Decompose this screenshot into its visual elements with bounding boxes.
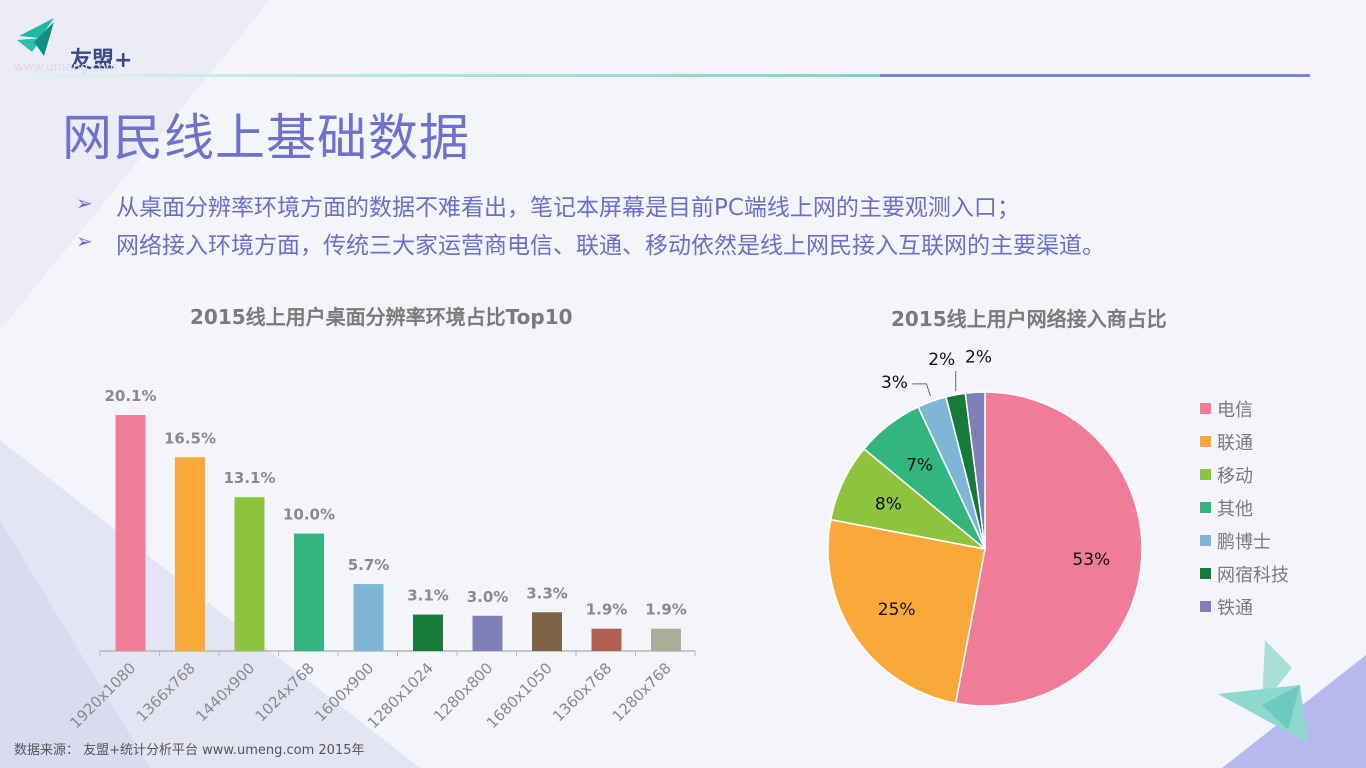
logo-bird-icon — [17, 18, 54, 56]
data-source-note: 数据来源： 友盟+统计分析平台 www.umeng.com 2015年 — [14, 743, 365, 758]
legend-swatch — [1200, 469, 1211, 480]
header-rule-purple — [880, 74, 1310, 77]
arrow-bullet-icon: ➢ — [76, 191, 93, 215]
legend-label: 铁通 — [1217, 598, 1253, 619]
legend-swatch — [1200, 502, 1211, 513]
logo-text: 友盟+ — [70, 48, 133, 73]
bullet-list: ➢ 从桌面分辨率环境方面的数据不难看出，笔记本屏幕是目前PC端线上网的主要观测入… — [76, 188, 1316, 264]
bullet-text: 网络接入环境方面，传统三大家运营商电信、联通、移动依然是线上网民接入互联网的主要… — [116, 233, 1105, 259]
bullet-text: 从桌面分辨率环境方面的数据不难看出，笔记本屏幕是目前PC端线上网的主要观测入口； — [116, 195, 1020, 221]
pie-chart-title: 2015线上用户网络接入商占比 — [891, 307, 1167, 331]
legend-label: 其他 — [1217, 499, 1253, 520]
legend-swatch — [1200, 436, 1211, 447]
page-title: 网民线上基础数据 — [62, 109, 470, 167]
logo-url: www.umeng.com — [14, 60, 118, 74]
legend-label: 网宿科技 — [1217, 565, 1289, 586]
legend-label: 移动 — [1217, 466, 1253, 487]
bullet-item: ➢ 从桌面分辨率环境方面的数据不难看出，笔记本屏幕是目前PC端线上网的主要观测入… — [76, 188, 1316, 226]
legend-label: 电信 — [1217, 400, 1253, 421]
legend-swatch — [1200, 601, 1211, 612]
legend-label: 鹏博士 — [1217, 532, 1271, 553]
bar-chart-title: 2015线上用户桌面分辨率环境占比Top10 — [190, 305, 573, 329]
arrow-bullet-icon: ➢ — [76, 229, 93, 253]
legend-label: 联通 — [1217, 433, 1253, 454]
bullet-item: ➢ 网络接入环境方面，传统三大家运营商电信、联通、移动依然是线上网民接入互联网的… — [76, 226, 1316, 264]
legend-swatch — [1200, 568, 1211, 579]
legend-swatch — [1200, 403, 1211, 414]
legend-swatch — [1200, 535, 1211, 546]
umeng-logo: 友盟+ www.umeng.com — [14, 16, 164, 76]
header-rule-teal — [20, 74, 880, 77]
